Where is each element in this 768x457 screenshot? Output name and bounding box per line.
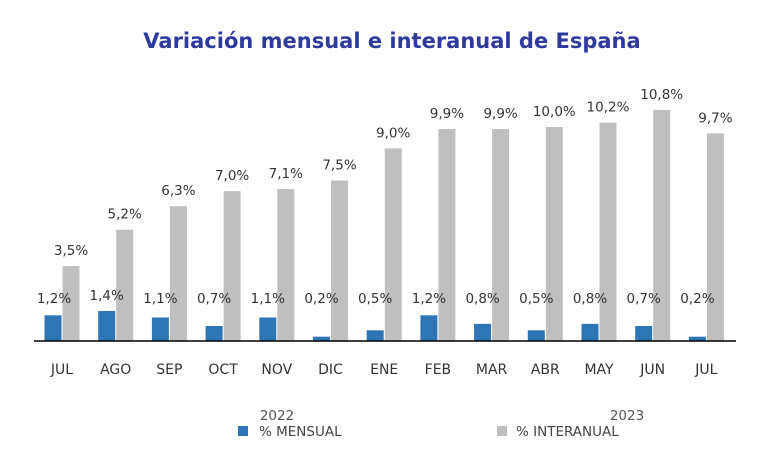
bar-interanual-10 [599, 122, 617, 341]
data-label-mensual-7: 1,2% [412, 291, 446, 307]
bar-mensual-2 [151, 317, 169, 341]
data-label-interanual-4: 7,1% [269, 166, 303, 182]
bar-mensual-8 [474, 323, 492, 341]
data-label-interanual-9: 10,0% [533, 104, 576, 120]
data-label-interanual-5: 7,5% [322, 158, 356, 174]
chart-title: Variación mensual e interanual de España [143, 29, 640, 53]
x-tick-label-12: JUL [694, 362, 717, 378]
bar-mensual-1 [98, 311, 116, 341]
x-tick-label-8: MAR [476, 362, 508, 378]
year-label-2022: 2022 [260, 408, 294, 424]
x-tick-label-6: ENE [370, 362, 398, 378]
x-tick-label-3: OCT [208, 362, 238, 378]
bar-interanual-12 [706, 133, 724, 341]
bar-mensual-6 [366, 330, 384, 341]
data-label-mensual-5: 0,2% [304, 291, 338, 307]
bar-interanual-1 [116, 229, 134, 341]
x-tick-label-9: ABR [531, 362, 560, 378]
year-label-2023: 2023 [610, 408, 644, 424]
x-tick-label-7: FEB [425, 362, 452, 378]
data-label-interanual-8: 9,9% [483, 106, 517, 122]
x-tick-labels: JUL AGO SEP OCT NOV DIC ENE FEB MAR ABR MAY JUN JUL [50, 362, 718, 378]
data-label-mensual-1: 1,4% [90, 288, 124, 304]
bar-mensual-11 [635, 326, 653, 341]
x-tick-label-5: DIC [318, 362, 343, 378]
data-label-interanual-11: 10,8% [640, 87, 683, 103]
data-label-mensual-2: 1,1% [143, 291, 177, 307]
bar-interanual-8 [492, 129, 510, 341]
bar-interanual-9 [545, 127, 563, 341]
bar-mensual-4 [259, 317, 277, 341]
data-label-interanual-0: 3,5% [54, 243, 88, 259]
bar-mensual-5 [313, 336, 330, 341]
bar-interanual-3 [223, 191, 241, 341]
legend-swatch-mensual [238, 426, 248, 436]
data-label-interanual-3: 7,0% [215, 168, 249, 184]
bar-interanual-5 [331, 180, 348, 341]
data-label-mensual-6: 0,5% [358, 291, 392, 307]
bar-mensual-10 [581, 323, 599, 341]
x-tick-label-2: SEP [156, 362, 182, 378]
data-label-mensual-12: 0,2% [680, 291, 714, 307]
bar-interanual-2 [169, 206, 187, 341]
data-label-mensual-3: 0,7% [197, 291, 231, 307]
data-label-interanual-1: 5,2% [108, 207, 142, 223]
bars-group [44, 109, 724, 342]
legend-swatch-interanual [497, 426, 507, 436]
bar-mensual-3 [205, 326, 223, 341]
data-label-interanual-10: 10,2% [587, 100, 630, 116]
bar-mensual-12 [688, 336, 706, 341]
data-label-mensual-0: 1,2% [37, 291, 71, 307]
data-label-mensual-4: 1,1% [251, 291, 285, 307]
data-labels-group: 1,2% 3,5% 1,4% 5,2% 1,1% 6,3% 0,7% 7,0% 1,1% 7,1%… [37, 87, 733, 307]
legend: % MENSUAL % INTERANUAL [238, 424, 619, 440]
bar-mensual-0 [44, 315, 62, 341]
x-tick-label-0: JUL [50, 362, 73, 378]
data-label-interanual-12: 9,7% [698, 110, 732, 126]
data-label-interanual-2: 6,3% [161, 183, 195, 199]
x-tick-label-4: NOV [261, 362, 292, 378]
data-label-mensual-10: 0,8% [573, 291, 607, 307]
bar-mensual-9 [527, 330, 545, 341]
bar-interanual-6 [384, 148, 402, 341]
bar-interanual-7 [438, 129, 456, 341]
data-label-interanual-7: 9,9% [430, 106, 464, 122]
x-tick-label-1: AGO [100, 362, 131, 378]
bar-mensual-7 [420, 315, 438, 341]
legend-label-mensual: % MENSUAL [259, 424, 342, 440]
bar-interanual-11 [653, 109, 671, 342]
bar-interanual-0 [62, 266, 80, 341]
x-tick-label-10: MAY [584, 362, 614, 378]
data-label-mensual-11: 0,7% [627, 291, 661, 307]
data-label-interanual-6: 9,0% [376, 125, 410, 141]
data-label-mensual-9: 0,5% [519, 291, 553, 307]
data-label-mensual-8: 0,8% [465, 291, 499, 307]
legend-label-interanual: % INTERANUAL [516, 424, 619, 440]
x-tick-label-11: JUN [639, 362, 665, 378]
bar-interanual-4 [277, 189, 295, 341]
